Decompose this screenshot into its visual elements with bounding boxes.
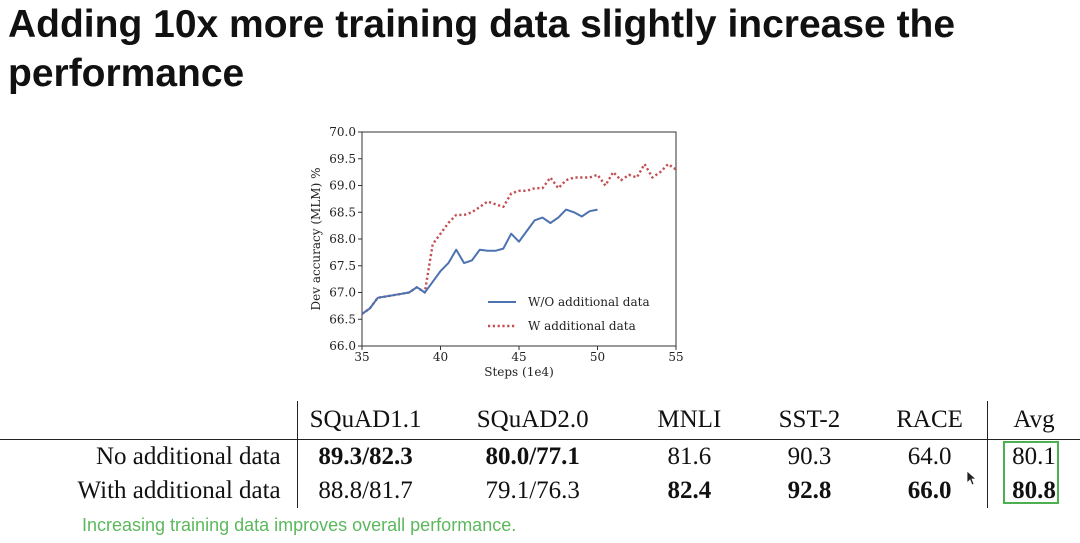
mouse-pointer-icon [966, 470, 976, 486]
table-cell: 88.8/81.7 [296, 474, 434, 508]
chart-legend: W/O additional data W additional data [488, 295, 650, 333]
x-tick-label: 55 [668, 350, 683, 364]
column-header: RACE [896, 406, 963, 433]
y-axis-label: Dev accuracy (MLM) % [309, 168, 323, 311]
y-tick-label: 69.5 [329, 152, 356, 166]
table-cell: 90.3 [746, 439, 873, 474]
table-header-empty [0, 401, 297, 440]
table-cell: 89.3/82.3 [296, 439, 434, 474]
x-tick-label: 40 [433, 350, 448, 364]
y-tick-label: 68.0 [329, 232, 356, 246]
y-tick-label: 67.0 [329, 286, 356, 300]
table-row: With additional data 88.8/81.7 79.1/76.3… [0, 474, 1080, 508]
series-line-wo-additional [361, 208, 598, 315]
column-header: MNLI [657, 406, 722, 433]
y-tick-label: 66.0 [329, 339, 356, 353]
table-cell: 79.1/76.3 [485, 477, 580, 504]
x-tick-label: 50 [590, 350, 605, 364]
table-cell: 64.0 [872, 439, 988, 474]
results-table: SQuAD1.1 SQuAD2.0 MNLI SST-2 RACE Avg No… [0, 401, 1080, 508]
accuracy-line-chart: 66.0 66.5 67.0 67.5 68.0 68.5 69.0 69.5 70.0 35 40… [300, 120, 700, 390]
table-cell: 92.8 [787, 477, 832, 504]
column-header: SST-2 [778, 406, 841, 433]
y-tick-label: 67.5 [329, 259, 356, 273]
table-cell: 66.0 [907, 477, 952, 504]
y-tick-label: 70.0 [329, 125, 356, 139]
column-header: SQuAD1.1 [296, 401, 434, 440]
legend-label: W/O additional data [528, 295, 650, 309]
y-tick-label: 69.0 [329, 179, 356, 193]
legend-label: W additional data [528, 319, 636, 333]
plot-frame [361, 131, 677, 347]
x-tick-label: 45 [511, 350, 526, 364]
table-header-row: SQuAD1.1 SQuAD2.0 MNLI SST-2 RACE Avg [0, 401, 1080, 440]
table-cell: 80.0/77.1 [433, 439, 632, 474]
chart-axes: 66.0 66.5 67.0 67.5 68.0 68.5 69.0 69.5 70.0 35 40… [309, 125, 684, 379]
slide-title: Adding 10x more training data slightly i… [8, 3, 956, 95]
table-cell-avg: 80.1 [987, 439, 1080, 474]
row-label: No additional data [0, 439, 298, 474]
chart-svg: 66.0 66.5 67.0 67.5 68.0 68.5 69.0 69.5 70.0 35 40… [309, 125, 684, 379]
series-line-w-additional [361, 162, 677, 315]
y-tick-label: 66.5 [329, 312, 356, 326]
table-cell: 82.4 [667, 477, 712, 504]
x-axis-label: Steps (1e4) [484, 365, 554, 379]
table-cell: 81.6 [631, 439, 747, 474]
column-header-avg: Avg [987, 401, 1080, 440]
column-header: SQuAD2.0 [476, 406, 589, 433]
chart-series [361, 162, 677, 315]
x-tick-label: 35 [354, 350, 369, 364]
row-label: With additional data [77, 477, 281, 504]
table-row: No additional data 89.3/82.3 80.0/77.1 8… [0, 439, 1080, 474]
caption-text: Increasing training data improves overal… [82, 515, 517, 535]
table-cell-avg: 80.8 [987, 474, 1080, 508]
y-tick-label: 68.5 [329, 205, 356, 219]
